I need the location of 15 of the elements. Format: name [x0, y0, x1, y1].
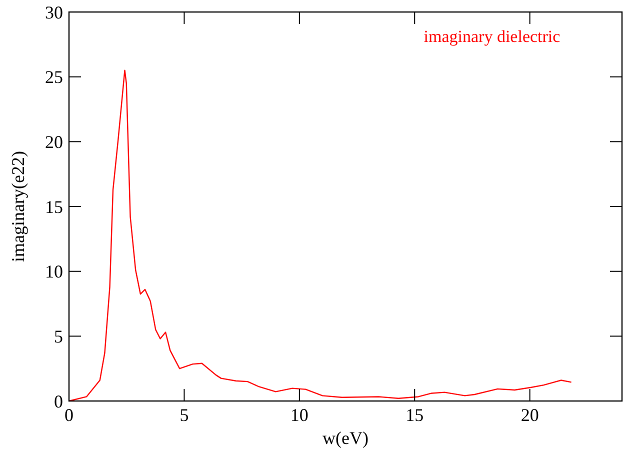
y-tick-label: 5: [54, 326, 63, 346]
y-axis-title: imaginary(e22): [8, 151, 28, 262]
x-tick-label: 10: [290, 405, 308, 425]
y-tick-label: 30: [45, 2, 63, 22]
x-tick-label: 15: [406, 405, 424, 425]
y-tick-label: 10: [45, 262, 63, 282]
x-tick-label: 20: [520, 405, 539, 425]
y-tick-label: 15: [45, 196, 63, 217]
line-series: [68, 70, 572, 402]
y-tick-label: 25: [45, 67, 63, 88]
text: imaginary dielectric: [424, 27, 561, 46]
y-tick-label: 20: [45, 132, 63, 152]
y-tick-label: 0: [54, 391, 63, 412]
x-tick-label: 5: [180, 405, 189, 425]
x-axis-title: w(eV): [322, 428, 368, 448]
